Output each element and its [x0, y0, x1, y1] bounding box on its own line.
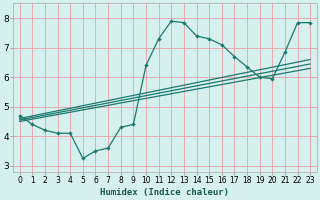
X-axis label: Humidex (Indice chaleur): Humidex (Indice chaleur) [100, 188, 229, 197]
